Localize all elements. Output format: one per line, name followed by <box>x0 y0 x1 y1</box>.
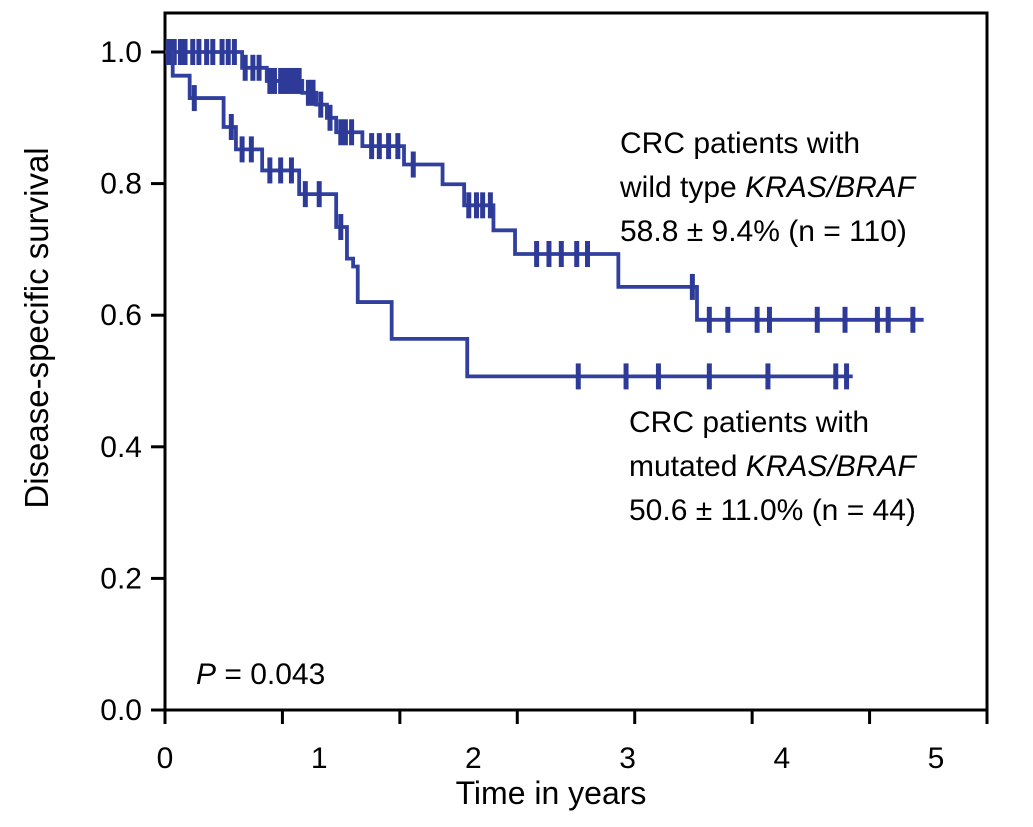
wild-type-kras-braf-annotation-line: 58.8 ± 9.4% (n = 110) <box>620 215 907 248</box>
x-tick-label: 3 <box>619 742 636 775</box>
x-tick-label: 5 <box>928 742 945 775</box>
y-tick-label: 0.0 <box>100 694 142 727</box>
y-tick-label: 0.6 <box>100 299 142 332</box>
wild-type-kras-braf-annotation-line: wild type KRAS/BRAF <box>619 171 917 204</box>
y-tick-label: 1.0 <box>100 36 142 69</box>
x-tick-label: 1 <box>311 742 328 775</box>
wild-type-kras-braf-annotation-line: CRC patients with <box>620 127 860 160</box>
chart-generated-content: 1.0 0.8 0.6 0.4 0.2 0.0 0 1 2 3 4 5 P = 0.043 CRC pat… <box>100 11 989 775</box>
y-tick-label: 0.2 <box>100 562 142 595</box>
y-tick-label: 0.8 <box>100 168 142 201</box>
x-tick-label: 0 <box>157 742 174 775</box>
x-axis-title: Time in years <box>456 775 647 811</box>
x-tick-label: 4 <box>773 742 790 775</box>
mutated-kras-braf-annotation-line: 50.6 ± 11.0% (n = 44) <box>629 494 916 527</box>
mutated-kras-braf-annotation-line: mutated KRAS/BRAF <box>629 450 917 483</box>
p-value-label: P = 0.043 <box>196 658 325 691</box>
y-axis-title: Disease-specific survival <box>18 147 55 508</box>
x-tick-label: 2 <box>465 742 482 775</box>
plot-frame <box>163 11 989 712</box>
y-tick-label: 0.4 <box>100 431 142 464</box>
mutated-kras-braf-annotation-line: CRC patients with <box>629 406 869 439</box>
